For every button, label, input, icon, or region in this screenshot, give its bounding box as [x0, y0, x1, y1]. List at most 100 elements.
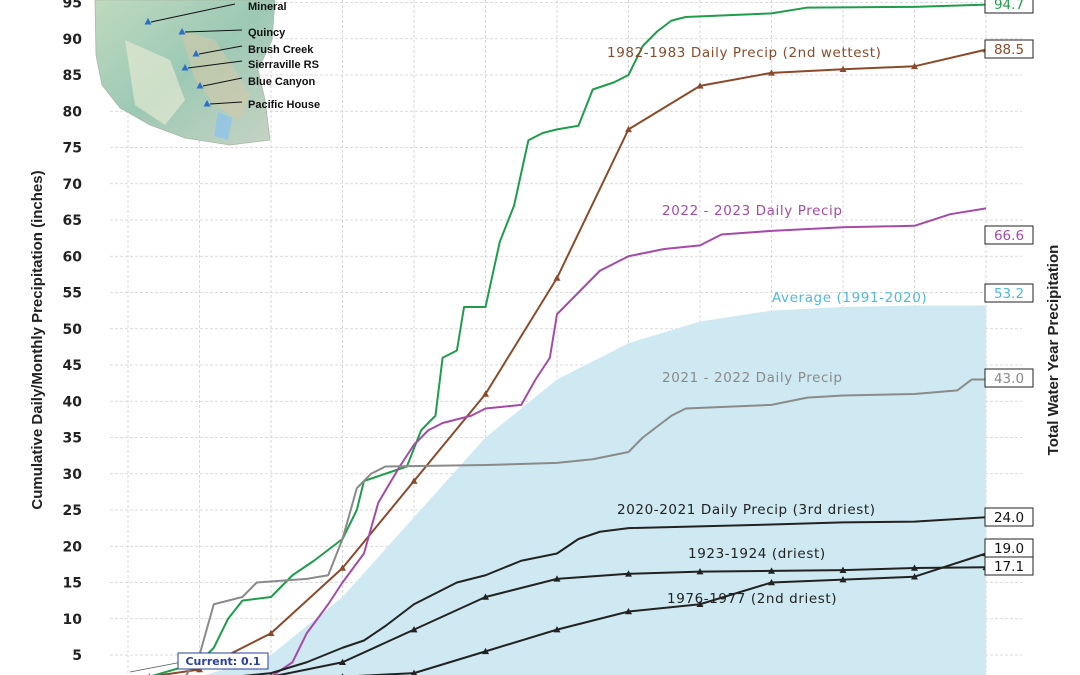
series-label-6: 1976-1977 (2nd driest): [667, 591, 837, 607]
y-tick-label: 95: [63, 0, 82, 12]
station-leader: [187, 60, 243, 69]
current-label: Current: 0.1: [185, 655, 260, 668]
station-label: Sierraville RS: [248, 59, 319, 71]
series-label-5: 1923-1924 (driest): [688, 546, 826, 562]
end-value-box: [984, 0, 1034, 14]
end-value-box: [984, 283, 1034, 303]
y-tick-label: 70: [63, 177, 83, 193]
end-value-box: [984, 39, 1034, 59]
series-marker-6: [625, 608, 632, 615]
series-marker-6: [768, 579, 775, 586]
series-marker-5: [482, 593, 489, 600]
series-label-3: 2021 - 2022 Daily Precip: [662, 370, 843, 386]
series-label-0: 1982-1983 Daily Precip (2nd wettest): [607, 45, 882, 61]
station-label: Mineral: [248, 1, 287, 13]
series-line-1: [151, 3, 987, 675]
series-line-2: [271, 207, 987, 675]
series-label-2: 2022 - 2023 Daily Precip: [662, 203, 843, 219]
y-tick-label: 60: [63, 249, 83, 265]
series-marker-5: [839, 566, 847, 573]
y-tick-labels: 5 10 15 20 25 30 35 40 45 50 55 60 65 70 75 80 85 90 95: [63, 0, 83, 664]
y-tick-label: 20: [63, 539, 83, 555]
y-tick-label: 25: [63, 503, 82, 519]
end-value-text: 19.0: [994, 541, 1024, 557]
y-tick-label: 85: [63, 68, 82, 84]
series-marker-0: [482, 390, 489, 397]
station-leader: [209, 101, 243, 105]
series-marker-5: [911, 564, 918, 571]
y-tick-label: 30: [63, 467, 83, 483]
end-value-box: [984, 556, 1034, 576]
series-label-4: 2020-2021 Daily Precip (3rd driest): [617, 502, 876, 518]
series-marker-0: [768, 69, 775, 76]
end-value-text: 43.0: [994, 371, 1024, 387]
y-tick-label: 15: [63, 576, 82, 592]
lake-shape: [214, 112, 232, 140]
current-indicator: Current: 0.1: [129, 652, 269, 673]
y-tick-label: 80: [63, 104, 83, 120]
california-map-shape: [94, 0, 276, 146]
series-line-4: [242, 516, 987, 675]
station-marker: [203, 100, 211, 107]
y-tick-label: 55: [63, 286, 82, 302]
series-marker-0: [267, 629, 275, 637]
y-tick-label: 5: [72, 648, 82, 664]
series-marker-5: [768, 567, 775, 574]
series-labels: 1982-1983 Daily Precip (2nd wettest) 2022…: [607, 45, 927, 607]
station-leader: [202, 77, 243, 87]
station-marker: [178, 28, 186, 35]
station-marker: [192, 50, 200, 57]
series-marker-6: [482, 647, 489, 655]
station-label: Brush Creek: [248, 44, 314, 56]
y-axis-title-left: Cumulative Daily/Monthly Precipitation (…: [29, 170, 46, 509]
y-tick-label: 75: [63, 141, 82, 157]
current-box: [177, 652, 269, 670]
station-marker: [144, 18, 152, 25]
y-tick-label: 50: [63, 322, 83, 338]
series-marker-6: [911, 573, 918, 580]
sierra-ridge-shape: [180, 30, 250, 120]
series-marker-6: [411, 669, 417, 675]
y-tick-label: 10: [63, 612, 83, 628]
series-marker-0: [339, 564, 346, 571]
end-value-box: [984, 368, 1034, 388]
series-marker-5: [625, 570, 632, 577]
end-value-text: 66.6: [994, 228, 1024, 244]
station-leader: [150, 3, 236, 23]
station-label: Blue Canyon: [248, 76, 316, 88]
valley-shape: [125, 40, 185, 125]
station-leader: [184, 29, 243, 33]
series-marker-6: [696, 600, 704, 608]
series-marker-6: [553, 626, 561, 633]
end-value-text: 24.0: [994, 510, 1024, 526]
end-value-text: 88.5: [994, 42, 1024, 58]
station-marker: [181, 64, 189, 71]
end-value-text: 17.1: [994, 559, 1024, 575]
series-marker-0: [625, 125, 632, 133]
station-map-inset: Mineral Quincy Brush Creek Sierraville RS Bl…: [94, 0, 320, 146]
series-marker-0: [696, 82, 704, 89]
average-label: Average (1991-2020): [772, 290, 927, 306]
y-tick-label: 90: [63, 32, 83, 48]
end-value-box: [984, 225, 1034, 245]
end-value-boxes: 53.2 88.5 94.7 66.6 43.0 24.0 19.0 17.1: [984, 0, 1034, 576]
current-leader: [129, 661, 183, 673]
station-markers: Mineral Quincy Brush Creek Sierraville RS Bl…: [144, 1, 320, 111]
station-label: Pacific House: [248, 99, 320, 111]
series-marker-0: [553, 274, 561, 281]
y-tick-label: 35: [63, 431, 82, 447]
y-tick-label: 40: [63, 394, 83, 410]
series-marker-5: [696, 568, 704, 575]
series-line-3: [185, 378, 986, 675]
end-value-box: [984, 507, 1034, 527]
end-value-text: 94.7: [994, 0, 1024, 13]
station-leader: [198, 45, 243, 55]
series-marker-0: [410, 477, 418, 484]
y-tick-label: 65: [63, 213, 82, 229]
y-tick-label: 45: [63, 358, 82, 374]
y-axis-title-right: Total Water Year Precipitation: [1045, 245, 1062, 456]
series-marker-0: [911, 62, 918, 70]
series-marker-5: [339, 658, 346, 666]
series-marker-6: [839, 576, 847, 583]
